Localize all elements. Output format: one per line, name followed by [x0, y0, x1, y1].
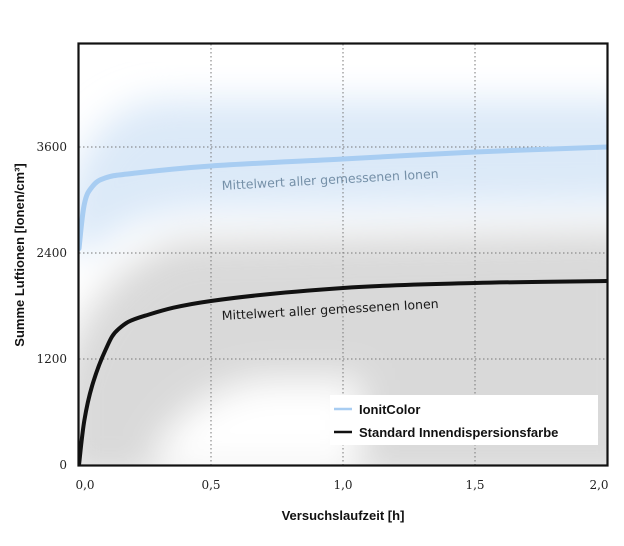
legend: IonitColor Standard Innendispersionsfarb…	[330, 395, 598, 445]
x-axis-ticks: 0,0 0,5 1,0 1,5 2,0	[75, 478, 608, 492]
legend-item-ionitcolor: IonitColor	[334, 402, 420, 417]
y-axis-title: Summe Luftionen [Ionen/cm³]	[12, 163, 27, 346]
y-axis-ticks: 0 1200 2400 3600	[36, 140, 67, 472]
y-tick-label: 0	[59, 458, 67, 472]
x-axis-title: Versuchslaufzeit [h]	[282, 508, 405, 523]
x-tick-label: 1,0	[333, 478, 352, 492]
x-tick-label: 0,5	[201, 478, 220, 492]
y-tick-label: 3600	[36, 140, 67, 154]
series-lines	[79, 144, 607, 465]
series-ionitcolor-line	[79, 144, 607, 252]
series-standard-line	[79, 279, 607, 465]
legend-item-standard: Standard Innendispersionsfarbe	[334, 425, 558, 440]
x-tick-label: 2,0	[589, 478, 608, 492]
y-tick-label: 1200	[36, 352, 67, 366]
plot-frame	[77, 42, 609, 467]
gridlines	[79, 44, 607, 465]
x-tick-label: 1,5	[465, 478, 484, 492]
y-tick-label: 2400	[36, 246, 67, 260]
legend-label-standard: Standard Innendispersionsfarbe	[359, 425, 558, 440]
legend-label-ionitcolor: IonitColor	[359, 402, 420, 417]
x-tick-label: 0,0	[75, 478, 94, 492]
